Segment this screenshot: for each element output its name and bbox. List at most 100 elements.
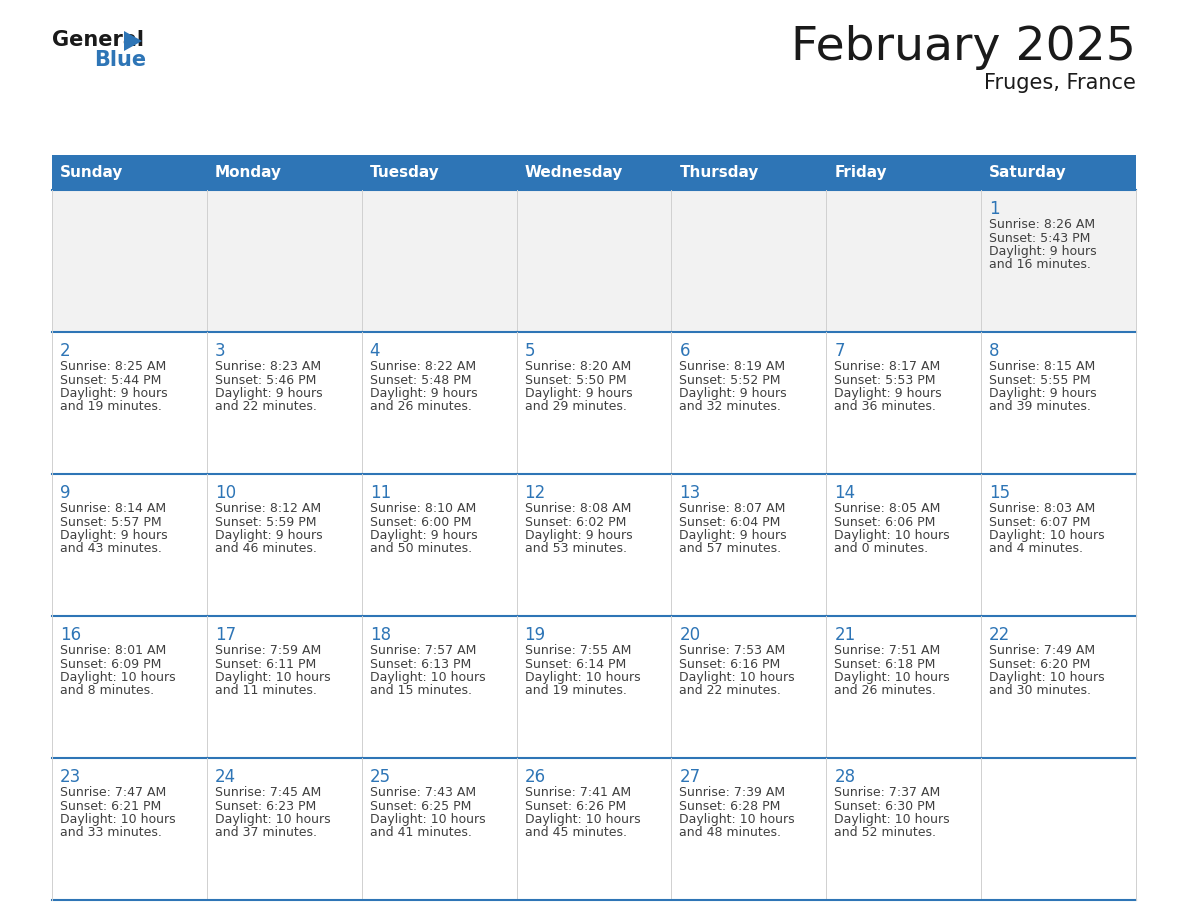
- Bar: [52, 474, 207, 616]
- Text: Daylight: 10 hours: Daylight: 10 hours: [215, 671, 330, 684]
- Text: 11: 11: [369, 484, 391, 502]
- Text: 9: 9: [61, 484, 70, 502]
- Text: Sunset: 5:53 PM: Sunset: 5:53 PM: [834, 374, 936, 386]
- Text: Daylight: 10 hours: Daylight: 10 hours: [61, 813, 176, 826]
- Text: Sunset: 6:23 PM: Sunset: 6:23 PM: [215, 800, 316, 812]
- Text: Sunrise: 8:26 AM: Sunrise: 8:26 AM: [990, 218, 1095, 231]
- Text: Fruges, France: Fruges, France: [984, 73, 1136, 93]
- Text: and 50 minutes.: and 50 minutes.: [369, 543, 472, 555]
- Text: Sunrise: 7:51 AM: Sunrise: 7:51 AM: [834, 644, 941, 657]
- Text: Sunrise: 8:14 AM: Sunrise: 8:14 AM: [61, 502, 166, 515]
- Text: and 15 minutes.: and 15 minutes.: [369, 685, 472, 698]
- Text: and 46 minutes.: and 46 minutes.: [215, 543, 317, 555]
- Bar: [981, 332, 1136, 474]
- Text: Sunset: 5:57 PM: Sunset: 5:57 PM: [61, 516, 162, 529]
- Text: Daylight: 10 hours: Daylight: 10 hours: [834, 813, 950, 826]
- Bar: [827, 155, 981, 190]
- Text: Sunrise: 8:08 AM: Sunrise: 8:08 AM: [525, 502, 631, 515]
- Text: Daylight: 10 hours: Daylight: 10 hours: [834, 671, 950, 684]
- Text: 20: 20: [680, 626, 701, 644]
- Text: Sunrise: 8:22 AM: Sunrise: 8:22 AM: [369, 360, 476, 373]
- Text: Sunset: 5:55 PM: Sunset: 5:55 PM: [990, 374, 1091, 386]
- Text: Daylight: 10 hours: Daylight: 10 hours: [990, 529, 1105, 542]
- Bar: [361, 190, 517, 332]
- Text: 19: 19: [525, 626, 545, 644]
- Text: and 57 minutes.: and 57 minutes.: [680, 543, 782, 555]
- Text: Tuesday: Tuesday: [369, 165, 440, 180]
- Text: Sunrise: 8:01 AM: Sunrise: 8:01 AM: [61, 644, 166, 657]
- Text: and 41 minutes.: and 41 minutes.: [369, 826, 472, 839]
- Text: Thursday: Thursday: [680, 165, 759, 180]
- Bar: [207, 758, 361, 900]
- Text: Friday: Friday: [834, 165, 887, 180]
- Text: and 43 minutes.: and 43 minutes.: [61, 543, 162, 555]
- Bar: [981, 190, 1136, 332]
- Text: 7: 7: [834, 342, 845, 360]
- Text: Daylight: 10 hours: Daylight: 10 hours: [525, 813, 640, 826]
- Text: Sunrise: 7:49 AM: Sunrise: 7:49 AM: [990, 644, 1095, 657]
- Bar: [517, 758, 671, 900]
- Text: Sunset: 5:44 PM: Sunset: 5:44 PM: [61, 374, 162, 386]
- Text: 23: 23: [61, 768, 81, 786]
- Text: Sunrise: 7:43 AM: Sunrise: 7:43 AM: [369, 786, 476, 799]
- Text: Sunset: 6:00 PM: Sunset: 6:00 PM: [369, 516, 472, 529]
- Text: Sunset: 5:43 PM: Sunset: 5:43 PM: [990, 231, 1091, 244]
- Text: 1: 1: [990, 200, 1000, 218]
- Bar: [981, 155, 1136, 190]
- Bar: [517, 155, 671, 190]
- Text: Sunrise: 7:55 AM: Sunrise: 7:55 AM: [525, 644, 631, 657]
- Bar: [361, 758, 517, 900]
- Bar: [827, 332, 981, 474]
- Text: 21: 21: [834, 626, 855, 644]
- Text: and 4 minutes.: and 4 minutes.: [990, 543, 1083, 555]
- Text: Daylight: 9 hours: Daylight: 9 hours: [990, 245, 1097, 258]
- Text: Daylight: 10 hours: Daylight: 10 hours: [525, 671, 640, 684]
- Bar: [671, 190, 827, 332]
- Text: Daylight: 10 hours: Daylight: 10 hours: [61, 671, 176, 684]
- Text: 27: 27: [680, 768, 701, 786]
- Text: Sunrise: 8:07 AM: Sunrise: 8:07 AM: [680, 502, 785, 515]
- Text: and 11 minutes.: and 11 minutes.: [215, 685, 317, 698]
- Text: 6: 6: [680, 342, 690, 360]
- Bar: [671, 758, 827, 900]
- Text: Sunset: 6:09 PM: Sunset: 6:09 PM: [61, 657, 162, 670]
- Text: Daylight: 10 hours: Daylight: 10 hours: [834, 529, 950, 542]
- Text: Sunset: 6:02 PM: Sunset: 6:02 PM: [525, 516, 626, 529]
- Text: Sunset: 6:04 PM: Sunset: 6:04 PM: [680, 516, 781, 529]
- Text: Sunset: 6:26 PM: Sunset: 6:26 PM: [525, 800, 626, 812]
- Text: and 30 minutes.: and 30 minutes.: [990, 685, 1091, 698]
- Text: and 19 minutes.: and 19 minutes.: [525, 685, 626, 698]
- Text: Sunrise: 8:15 AM: Sunrise: 8:15 AM: [990, 360, 1095, 373]
- Text: 25: 25: [369, 768, 391, 786]
- Text: Sunrise: 8:10 AM: Sunrise: 8:10 AM: [369, 502, 476, 515]
- Text: February 2025: February 2025: [791, 25, 1136, 70]
- Text: Daylight: 10 hours: Daylight: 10 hours: [369, 671, 486, 684]
- Text: Daylight: 9 hours: Daylight: 9 hours: [61, 387, 168, 400]
- Text: Daylight: 9 hours: Daylight: 9 hours: [369, 387, 478, 400]
- Text: 26: 26: [525, 768, 545, 786]
- Text: Daylight: 9 hours: Daylight: 9 hours: [61, 529, 168, 542]
- Text: Daylight: 10 hours: Daylight: 10 hours: [215, 813, 330, 826]
- Text: Daylight: 9 hours: Daylight: 9 hours: [215, 387, 322, 400]
- Text: Sunrise: 7:53 AM: Sunrise: 7:53 AM: [680, 644, 785, 657]
- Bar: [207, 332, 361, 474]
- Text: 28: 28: [834, 768, 855, 786]
- Text: Sunset: 6:25 PM: Sunset: 6:25 PM: [369, 800, 472, 812]
- Text: Sunset: 6:06 PM: Sunset: 6:06 PM: [834, 516, 936, 529]
- Text: 8: 8: [990, 342, 999, 360]
- Text: Blue: Blue: [94, 50, 146, 70]
- Text: Sunset: 5:50 PM: Sunset: 5:50 PM: [525, 374, 626, 386]
- Text: Sunrise: 8:17 AM: Sunrise: 8:17 AM: [834, 360, 941, 373]
- Text: Daylight: 9 hours: Daylight: 9 hours: [990, 387, 1097, 400]
- Text: and 33 minutes.: and 33 minutes.: [61, 826, 162, 839]
- Text: and 29 minutes.: and 29 minutes.: [525, 400, 626, 413]
- Text: Daylight: 9 hours: Daylight: 9 hours: [525, 387, 632, 400]
- Bar: [517, 190, 671, 332]
- Text: Daylight: 9 hours: Daylight: 9 hours: [369, 529, 478, 542]
- Text: 5: 5: [525, 342, 535, 360]
- Text: Daylight: 9 hours: Daylight: 9 hours: [834, 387, 942, 400]
- Text: Monday: Monday: [215, 165, 282, 180]
- Text: Sunset: 6:07 PM: Sunset: 6:07 PM: [990, 516, 1091, 529]
- Text: Sunrise: 7:41 AM: Sunrise: 7:41 AM: [525, 786, 631, 799]
- Text: Sunrise: 7:39 AM: Sunrise: 7:39 AM: [680, 786, 785, 799]
